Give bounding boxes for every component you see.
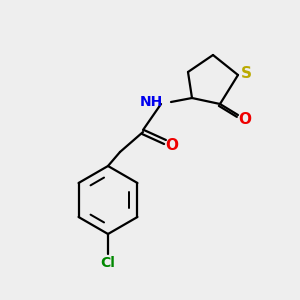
Text: Cl: Cl <box>100 256 116 270</box>
Text: NH: NH <box>140 95 163 109</box>
Text: O: O <box>238 112 251 127</box>
Text: O: O <box>166 137 178 152</box>
Text: S: S <box>241 65 251 80</box>
